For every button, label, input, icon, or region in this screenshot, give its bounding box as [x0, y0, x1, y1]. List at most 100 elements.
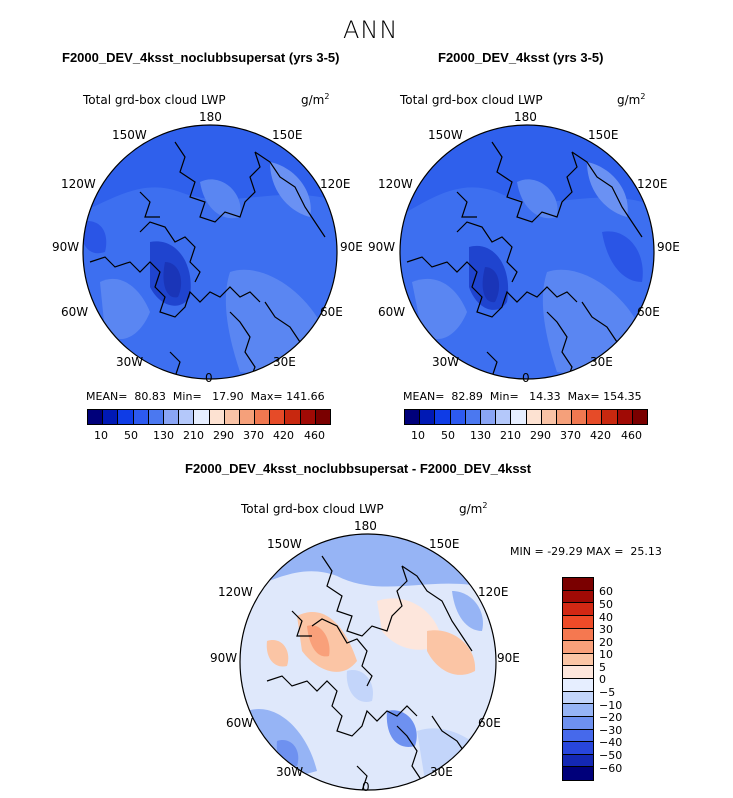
panel-2-lon-150w: 150W [428, 128, 463, 142]
colorbar-swatch [563, 767, 593, 780]
colorbar-swatch [148, 410, 164, 424]
panel-2-lon-120w: 120W [378, 177, 413, 191]
panel-2-lon-120e: 120E [637, 177, 668, 191]
colorbar-swatch [563, 729, 593, 743]
panel-1-lon-30w: 30W [116, 355, 144, 369]
colorbar-swatch [563, 742, 593, 755]
diff-units: g/m2 [459, 501, 488, 516]
colorbar-swatch [209, 410, 225, 424]
colorbar-swatch [239, 410, 256, 424]
colorbar-swatch [572, 410, 588, 424]
diff-colorbar-label: −40 [599, 736, 623, 749]
colorbar-swatch [563, 754, 593, 768]
panel-2-colorbar-label: 50 [441, 429, 455, 442]
colorbar-swatch [435, 410, 451, 424]
colorbar-swatch [163, 410, 180, 424]
diff-colorbar-label: −5 [599, 686, 616, 699]
colorbar-swatch [88, 410, 104, 424]
panel-1-colorbar-label: 210 [183, 429, 204, 442]
colorbar-swatch [563, 628, 593, 642]
panel-2-lon-90e: 90E [657, 240, 680, 254]
diff-colorbar-label: 10 [599, 648, 613, 661]
panel-2-lon-0: 0 [522, 371, 530, 385]
diff-lon-120w: 120W [218, 585, 253, 599]
colorbar-swatch [450, 410, 466, 424]
panel-1-polar-map [82, 124, 338, 380]
panel-1-lon-60w: 60W [61, 305, 89, 319]
colorbar-swatch [602, 410, 618, 424]
diff-field [240, 534, 496, 790]
panel-2-field [400, 125, 654, 379]
colorbar-swatch [563, 578, 593, 591]
colorbar-swatch [511, 410, 527, 424]
colorbar-swatch [563, 666, 593, 679]
diff-colorbar [562, 577, 594, 781]
diff-lon-90w: 90W [210, 651, 238, 665]
panel-1-colorbar-label: 130 [153, 429, 174, 442]
diff-min-max: MIN = -29.29 MAX = 25.13 [510, 545, 662, 558]
colorbar-swatch [563, 641, 593, 654]
panel-1-lon-90e: 90E [340, 240, 363, 254]
diff-colorbar-label: −60 [599, 762, 623, 775]
panel-2-lon-60e: 60E [637, 305, 660, 319]
panel-1-field [83, 125, 337, 379]
panel-2-colorbar-label: 10 [411, 429, 425, 442]
diff-lon-120e: 120E [478, 585, 509, 599]
diff-lon-60w: 60W [226, 716, 254, 730]
panel-1-lon-90w: 90W [52, 240, 80, 254]
colorbar-swatch [496, 410, 512, 424]
colorbar-swatch [587, 410, 603, 424]
diff-colorbar-label: 0 [599, 673, 606, 686]
panel-1-lon-150w: 150W [112, 128, 147, 142]
panel-2-polar-map [399, 124, 655, 380]
diff-colorbar-label: 50 [599, 598, 613, 611]
colorbar-swatch [563, 716, 593, 730]
colorbar-swatch [103, 410, 119, 424]
colorbar-swatch [194, 410, 210, 424]
diff-lon-150w: 150W [267, 537, 302, 551]
diff-colorbar-label: 30 [599, 623, 613, 636]
colorbar-swatch [118, 410, 134, 424]
panel-2-colorbar-label: 370 [560, 429, 581, 442]
panel-2-stats: MEAN= 82.89 Min= 14.33 Max= 154.35 [403, 390, 642, 403]
colorbar-swatch [632, 410, 647, 424]
diff-colorbar-label: 20 [599, 636, 613, 649]
panel-2-colorbar-label: 420 [590, 429, 611, 442]
colorbar-swatch [133, 410, 149, 424]
colorbar-swatch [480, 410, 497, 424]
colorbar-swatch [179, 410, 195, 424]
panel-1-lon-150e: 150E [272, 128, 303, 142]
colorbar-swatch [563, 704, 593, 717]
figure-title: ANN [343, 16, 399, 44]
diff-colorbar-label: 40 [599, 611, 613, 624]
panel-2-colorbar-label: 130 [470, 429, 491, 442]
panel-2-lon-30e: 30E [590, 355, 613, 369]
diff-lon-150e: 150E [429, 537, 460, 551]
colorbar-swatch [617, 410, 633, 424]
diff-lon-60e: 60E [478, 716, 501, 730]
diff-variable-label: Total grd-box cloud LWP [241, 502, 384, 516]
panel-1-colorbar-label: 420 [273, 429, 294, 442]
panel-1-colorbar-label: 10 [94, 429, 108, 442]
colorbar-swatch [563, 679, 593, 692]
panel-1-lon-30e: 30E [273, 355, 296, 369]
panel-1-lon-120w: 120W [61, 177, 96, 191]
colorbar-swatch [300, 410, 316, 424]
panel-2-lon-30w: 30W [432, 355, 460, 369]
panel-1-colorbar [87, 409, 331, 425]
panel-2-units: g/m2 [617, 92, 646, 107]
diff-colorbar-label: −50 [599, 749, 623, 762]
panel-2-colorbar [404, 409, 648, 425]
panel-1-variable-label: Total grd-box cloud LWP [83, 93, 226, 107]
panel-1-title: F2000_DEV_4ksst_noclubbsupersat (yrs 3-5… [62, 50, 340, 65]
diff-lon-90e: 90E [497, 651, 520, 665]
panel-2-lon-150e: 150E [588, 128, 619, 142]
diff-title: F2000_DEV_4ksst_noclubbsupersat - F2000_… [185, 461, 532, 476]
panel-1-units: g/m2 [301, 92, 330, 107]
colorbar-swatch [563, 615, 593, 629]
diff-colorbar-label: −20 [599, 711, 623, 724]
panel-2-lon-90w: 90W [368, 240, 396, 254]
panel-1-colorbar-label: 290 [213, 429, 234, 442]
diff-polar-map [239, 533, 497, 791]
colorbar-swatch [315, 410, 330, 424]
